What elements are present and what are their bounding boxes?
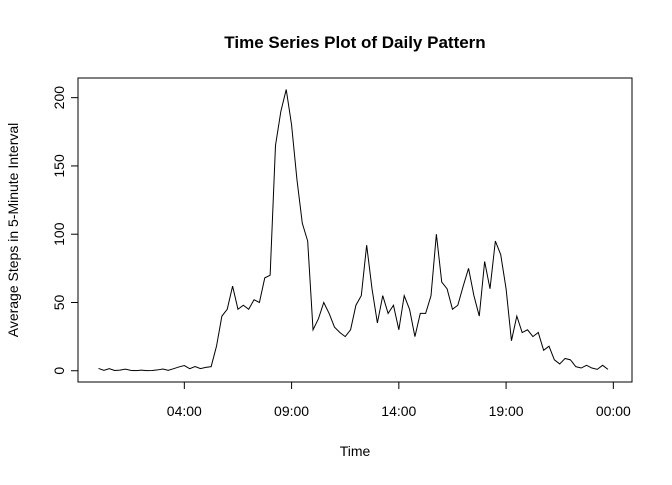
x-tick-label: 04:00 <box>167 403 202 419</box>
y-tick-label: 100 <box>51 222 67 246</box>
x-tick-label: 14:00 <box>381 403 416 419</box>
y-tick-label: 200 <box>51 86 67 110</box>
x-tick-label: 19:00 <box>489 403 524 419</box>
chart-title: Time Series Plot of Daily Pattern <box>224 33 485 52</box>
y-axis-label: Average Steps in 5-Minute Interval <box>5 123 21 338</box>
data-line <box>98 89 609 372</box>
x-tick-label: 00:00 <box>596 403 631 419</box>
y-tick-label: 50 <box>51 294 67 310</box>
y-tick-label: 150 <box>51 154 67 178</box>
x-axis-label: Time <box>340 443 371 459</box>
x-tick-label: 09:00 <box>274 403 309 419</box>
y-tick-label: 0 <box>51 367 67 375</box>
